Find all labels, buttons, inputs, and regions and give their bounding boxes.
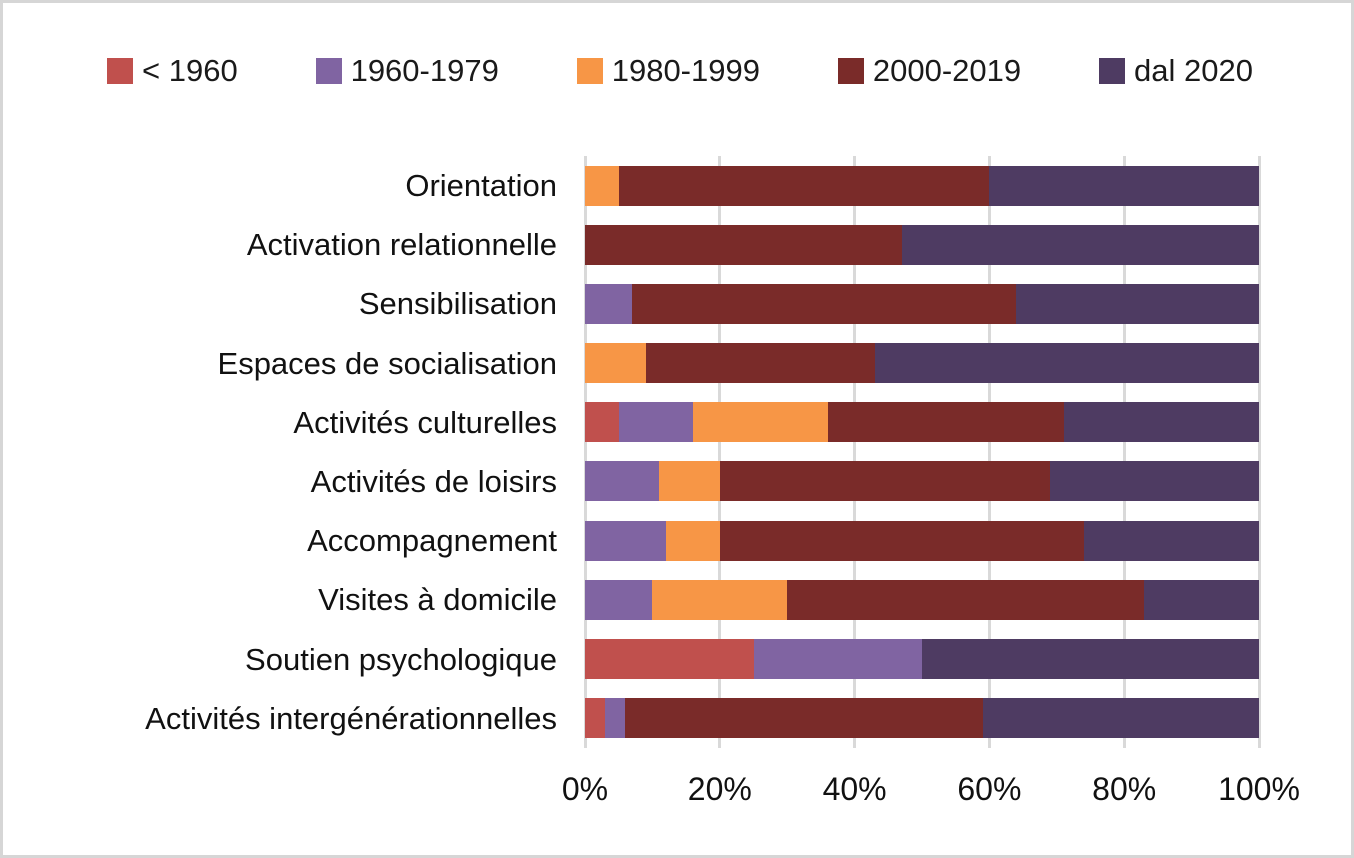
stacked-bar — [585, 343, 1259, 384]
legend-label: 1980-1999 — [611, 53, 760, 88]
axis-tick-label: 0% — [561, 771, 609, 807]
bar-segment — [1063, 402, 1259, 443]
stacked-bar — [585, 283, 1259, 324]
bar-row — [585, 570, 1259, 629]
axis-tick-label: 60% — [957, 771, 1022, 807]
bar-segment — [719, 520, 1084, 561]
bar-segment — [585, 520, 666, 561]
gridline — [583, 156, 587, 748]
stacked-bar — [585, 579, 1259, 620]
legend-item: 1960-1979 — [315, 53, 499, 89]
bar-segment — [625, 698, 983, 739]
legend-item: 2000-2019 — [837, 53, 1022, 89]
bar-row — [585, 630, 1259, 689]
category-label: Visites à domicile — [318, 582, 557, 618]
legend-label: 2000-2019 — [872, 53, 1022, 88]
bar-segment — [982, 698, 1259, 739]
bar-row — [585, 689, 1259, 748]
stacked-bar — [585, 224, 1259, 265]
bar-segment — [585, 698, 606, 739]
bar-segment — [585, 224, 902, 265]
bar-segment — [1144, 579, 1259, 620]
legend-swatch-icon — [315, 58, 342, 84]
chart-legend: < 1960 1960-1979 1980-1999 2000-2019 dal 202… — [107, 47, 1253, 95]
category-label: Activités intergénérationnelles — [145, 700, 557, 736]
category-labels: Orientation Activation relationnelle Sensi… — [3, 156, 571, 748]
plot-area — [583, 156, 1261, 748]
bar-segment — [585, 639, 754, 679]
category-label: Orientation — [405, 168, 557, 203]
stacked-bar — [585, 402, 1259, 443]
bar-segment — [618, 402, 693, 443]
legend-item: dal 2020 — [1099, 53, 1253, 89]
stacked-bar — [585, 520, 1259, 561]
bar-segment — [692, 402, 828, 443]
category-label: Accompagnement — [307, 523, 557, 559]
bar-row — [585, 511, 1259, 570]
legend-swatch-icon — [107, 58, 133, 84]
bar-segment — [585, 165, 619, 206]
axis-tick-label: 20% — [687, 771, 752, 807]
bar-segment — [787, 579, 1145, 620]
bar-segment — [1016, 283, 1259, 324]
bar-segment — [874, 343, 1259, 384]
gridline — [1257, 156, 1261, 748]
bar-row — [585, 393, 1259, 452]
legend-item: 1980-1999 — [576, 53, 760, 89]
bar-segment — [585, 283, 633, 324]
bar-segment — [585, 579, 653, 620]
bar-segment — [901, 224, 1259, 265]
bar-segment — [665, 520, 720, 561]
legend-swatch-icon — [576, 58, 603, 84]
gridline — [1122, 156, 1126, 748]
bar-row — [585, 215, 1259, 274]
bar-segment — [585, 343, 646, 384]
axis-tick-label: 40% — [822, 771, 887, 807]
category-label: Activation relationnelle — [246, 227, 557, 263]
bar-row — [585, 334, 1259, 393]
legend-label: < 1960 — [142, 53, 238, 88]
category-label: Sensibilisation — [358, 286, 557, 322]
category-label: Activités de loisirs — [310, 463, 557, 499]
legend-item: < 1960 — [107, 53, 238, 89]
bar-segment — [1050, 461, 1259, 502]
bar-segment — [719, 461, 1051, 502]
category-label: Soutien psychologique — [245, 641, 557, 677]
gridline — [853, 156, 857, 748]
bar-segment — [645, 343, 875, 384]
legend-label: dal 2020 — [1134, 53, 1253, 88]
bar-segment — [827, 402, 1064, 443]
stacked-bar — [585, 698, 1259, 739]
bar-rows — [585, 156, 1259, 748]
x-axis: 0% 20% 40% 60% 80% 100% — [562, 771, 1300, 817]
bar-segment — [989, 165, 1259, 206]
stacked-bar — [585, 165, 1259, 206]
category-label: Activités culturelles — [293, 404, 557, 440]
bar-segment — [632, 283, 1017, 324]
bar-segment — [618, 165, 990, 206]
legend-label: 1960-1979 — [350, 53, 499, 88]
bar-segment — [922, 639, 1259, 679]
bar-segment — [659, 461, 720, 502]
bar-segment — [1083, 520, 1259, 561]
legend-swatch-icon — [1099, 58, 1125, 84]
bar-segment — [585, 402, 619, 443]
bar-row — [585, 274, 1259, 333]
stacked-bar — [585, 639, 1259, 679]
bar-segment — [605, 698, 626, 739]
legend-swatch-icon — [837, 58, 864, 84]
stacked-bar — [585, 461, 1259, 502]
bar-segment — [753, 639, 922, 679]
gridline — [718, 156, 722, 748]
bar-row — [585, 452, 1259, 511]
axis-tick-label: 100% — [1218, 771, 1300, 807]
bar-segment — [652, 579, 788, 620]
bar-segment — [585, 461, 660, 502]
category-label: Espaces de socialisation — [217, 345, 557, 381]
gridline — [987, 156, 991, 748]
bar-row — [585, 156, 1259, 215]
axis-tick-label: 80% — [1092, 771, 1157, 807]
